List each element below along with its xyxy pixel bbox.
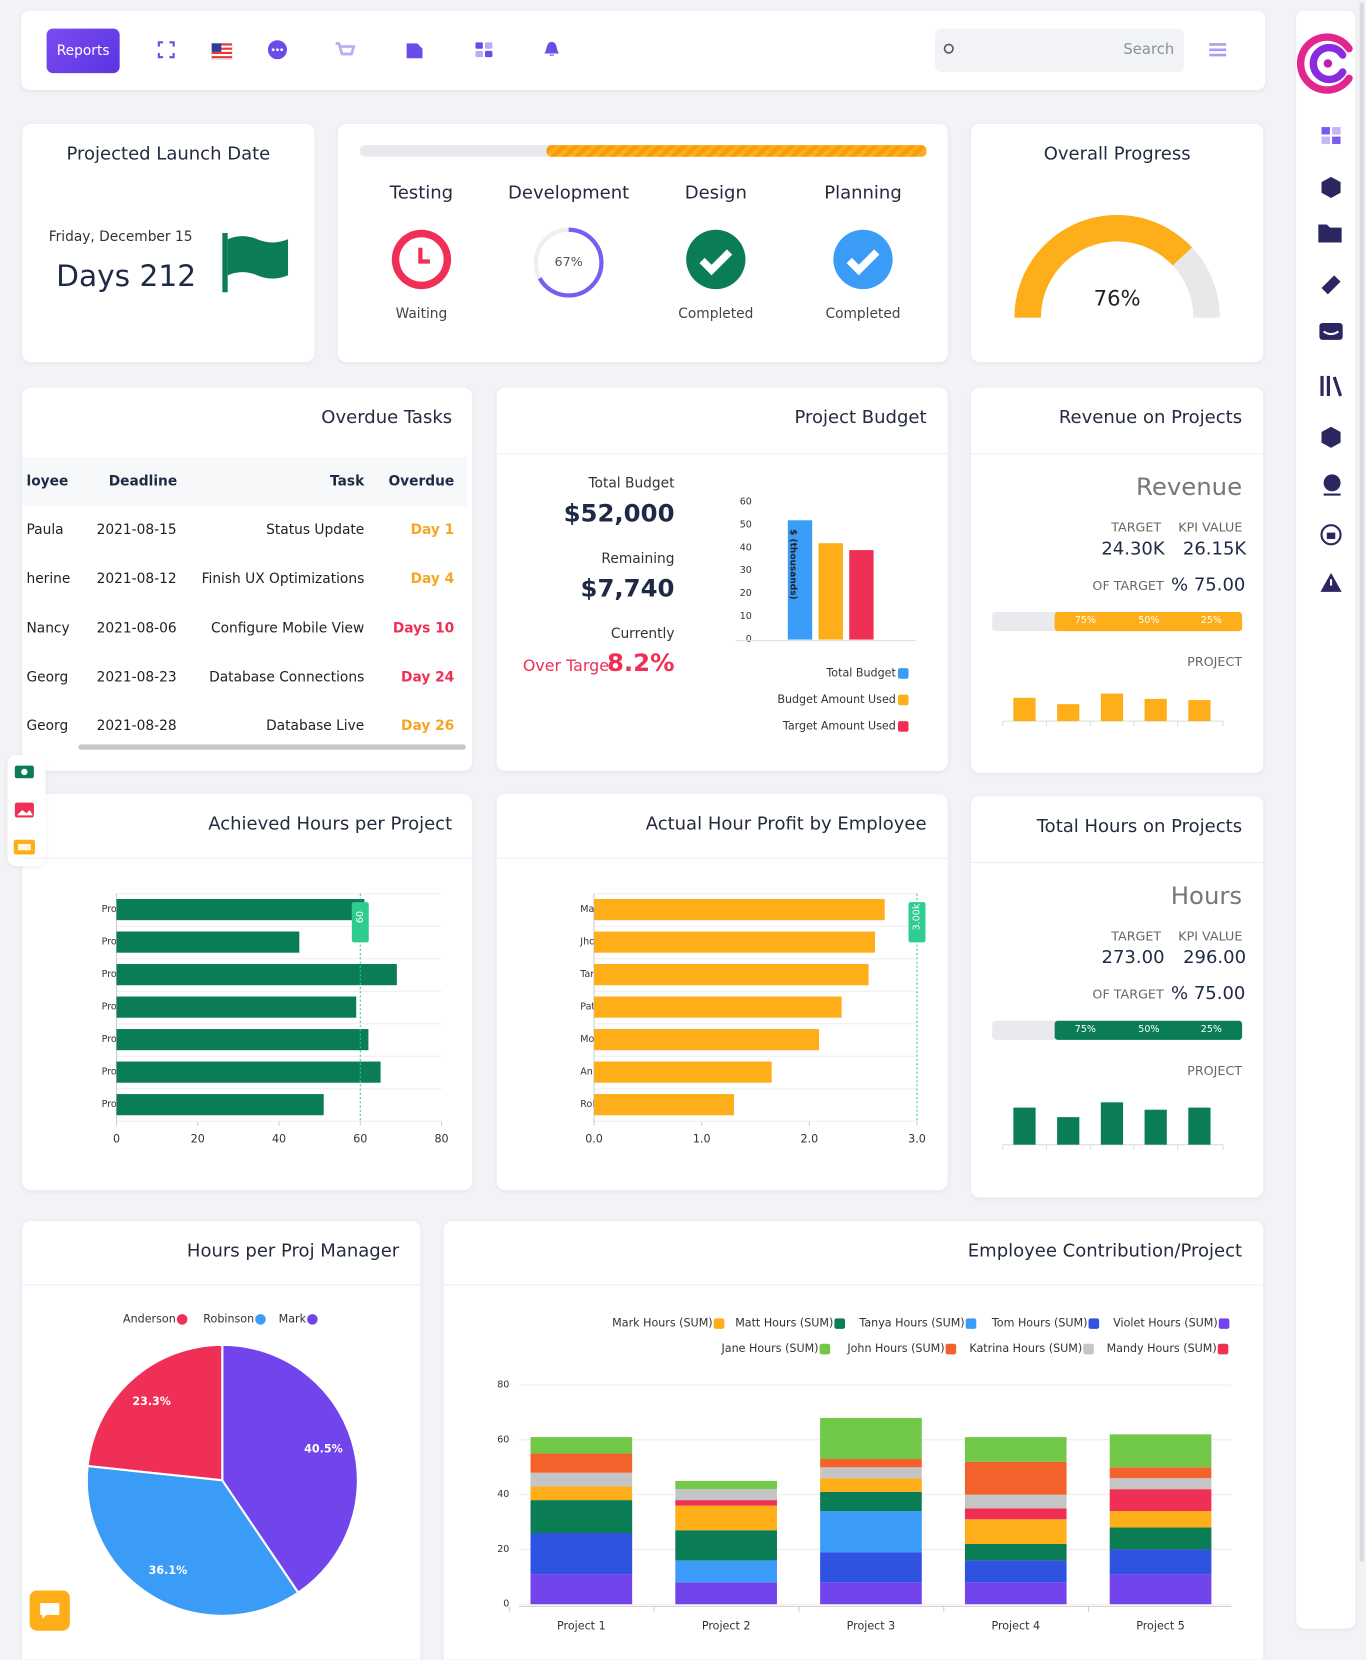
launch-date: Friday, December 15 [48, 229, 193, 246]
currently-caption: Currently [610, 626, 675, 643]
days-left: Days 212 [56, 258, 197, 294]
kpi-caption: TARGET [1111, 519, 1162, 535]
table-cell: Georg [26, 718, 69, 735]
divider [971, 453, 1264, 455]
target-bar-label: 50% [1138, 1024, 1160, 1036]
right-sidebar [1296, 10, 1356, 1629]
table-cell: herine [26, 571, 71, 588]
kpi-value: 26.15K [1182, 538, 1247, 560]
kpi-heading: Revenue [1136, 473, 1243, 502]
table-cell: Day 26 [401, 718, 455, 735]
table-cell: Nancy [26, 620, 70, 637]
remaining-budget: $7,740 [580, 575, 675, 604]
target-bar-label: 25% [1200, 1024, 1222, 1036]
table-header [22, 457, 467, 507]
phase-status: Completed [825, 306, 901, 323]
divider [971, 861, 1264, 864]
search-placeholder: Search [1123, 41, 1175, 59]
divider [496, 857, 948, 859]
kpi-caption: PROJECT [1187, 1063, 1243, 1078]
remaining-caption: Remaining [601, 551, 675, 568]
divider [443, 1284, 1264, 1286]
table-cell: Days 10 [392, 620, 455, 637]
table-cell: 2021-08-06 [96, 620, 177, 637]
phase-status: Completed [678, 306, 754, 323]
kpi-of-target: % 75.00 [1171, 983, 1246, 1005]
target-fill [1054, 612, 1243, 632]
column-header: loyee [26, 473, 69, 490]
over-caption: Over Target [522, 655, 616, 676]
left-toolbar [7, 754, 46, 867]
divider [496, 453, 948, 455]
kpi-caption: OF TARGET [1092, 986, 1164, 1002]
kpi-target: 24.30K [1101, 538, 1165, 560]
scrollbar [1359, 2, 1364, 1562]
card-title: Project Budget [794, 407, 927, 429]
overdue-card [22, 387, 473, 771]
kpi-caption: TARGET [1111, 928, 1162, 944]
column-header: Overdue [388, 473, 455, 490]
table-cell: Database Live [266, 718, 365, 735]
column-header: Deadline [108, 473, 178, 490]
column-header: Task [329, 473, 365, 490]
target-bar-label: 50% [1138, 615, 1160, 627]
budget-card [496, 387, 948, 771]
divider [22, 1284, 421, 1286]
phase-name: Testing [389, 182, 454, 204]
table-cell: Finish UX Optimizations [201, 571, 365, 588]
table-cell: 2021-08-15 [96, 522, 177, 539]
total-budget: $52,000 [563, 500, 675, 528]
phase-name: Planning [824, 182, 902, 204]
card-title: Actual Hour Profit by Employee [645, 813, 927, 835]
target-bar-label: 75% [1074, 615, 1096, 627]
pie-card [22, 1220, 421, 1660]
card-title: Overdue Tasks [321, 407, 453, 429]
target-bar-label: 25% [1200, 615, 1222, 627]
card-title: Projected Launch Date [66, 143, 271, 165]
kpi-caption: KPI VALUE [1178, 519, 1243, 535]
total-caption: Total Budget [588, 475, 675, 492]
phase-name: Design [684, 182, 747, 204]
table-cell: Georg [26, 669, 69, 686]
kpi-value: 296.00 [1183, 947, 1247, 969]
table-cell: 2021-08-28 [96, 718, 177, 735]
kpi-caption: KPI VALUE [1178, 928, 1243, 944]
kpi-caption: OF TARGET [1092, 578, 1164, 593]
phase-status: Waiting [395, 306, 448, 323]
kpi-of-target: % 75.00 [1171, 574, 1246, 596]
table-cell: Database Connections [209, 669, 365, 686]
card-title: Achieved Hours per Project [208, 813, 453, 835]
table-scrollbar [78, 744, 466, 750]
profit-card [496, 794, 948, 1191]
reports-button[interactable]: Reports [46, 28, 120, 74]
target-fill [1054, 1020, 1243, 1040]
target-bar-label: 75% [1074, 1024, 1096, 1036]
table-cell: 2021-08-23 [96, 669, 177, 686]
table-cell: 2021-08-12 [96, 571, 177, 588]
kpi-target: 273.00 [1101, 947, 1165, 969]
kpi-heading: Hours [1170, 882, 1243, 911]
table-cell: Day 4 [410, 571, 455, 588]
table-cell: Status Update [266, 522, 365, 539]
table-cell: Day 24 [401, 669, 455, 686]
phase-name: Development [508, 182, 630, 204]
over-target: 8.2% [606, 649, 675, 678]
card-title: Total Hours on Projects [1036, 815, 1243, 838]
table-cell: Day 1 [410, 522, 455, 539]
divider [22, 857, 473, 859]
search-box[interactable] [935, 28, 1184, 73]
card-title: Hours per Proj Manager [186, 1240, 400, 1262]
card-title: Revenue on Projects [1058, 407, 1243, 429]
kpi-caption: PROJECT [1187, 654, 1243, 670]
phases-card [337, 123, 948, 363]
table-cell: Configure Mobile View [210, 620, 365, 637]
table-cell: Paula [26, 522, 64, 539]
achieved-card [22, 794, 473, 1191]
contribution-card [443, 1220, 1264, 1660]
card-title: Overall Progress [1043, 143, 1191, 165]
card-title: Employee Contribution/Project [967, 1240, 1243, 1262]
